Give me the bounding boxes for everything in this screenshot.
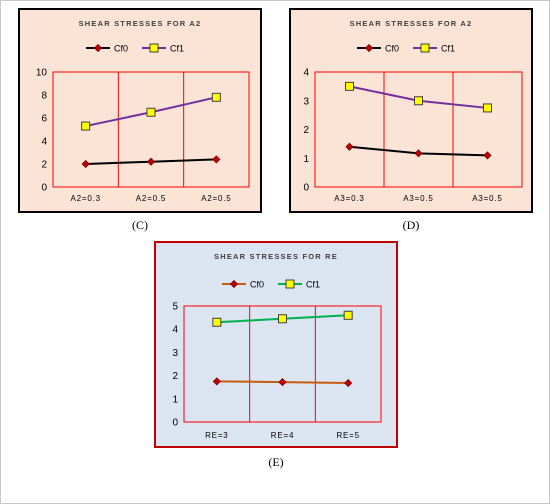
- y-tick-label: 4: [172, 325, 178, 336]
- caption-e: (E): [268, 455, 284, 469]
- chart-background: [289, 8, 533, 213]
- legend-marker-cf0: [364, 43, 374, 53]
- chart-background: [154, 241, 398, 448]
- y-tick-label: 0: [172, 418, 178, 429]
- chart-title: SHEAR STRESSES FOR A2: [79, 19, 202, 28]
- data-point-cf0: [146, 157, 156, 166]
- caption-c: (C): [132, 218, 148, 232]
- y-tick-label: 0: [303, 183, 309, 194]
- data-point-cf0: [483, 151, 492, 160]
- y-tick-label: 6: [41, 114, 47, 125]
- x-tick-label: A2=0.5: [136, 194, 166, 203]
- chart-panel-e: SHEAR STRESSES FOR RE Cf0 Cf1 0 1 2 3 4 5 RE=3 RE=…: [154, 241, 398, 448]
- y-tick-label: 1: [172, 394, 178, 405]
- y-tick-label: 1: [303, 154, 309, 165]
- data-point-cf0: [212, 377, 221, 386]
- x-tick-label: A3=0.3: [334, 194, 364, 203]
- y-tick-label: 2: [41, 160, 47, 171]
- data-point-cf1: [345, 81, 354, 91]
- legend-label-cf0: Cf0: [385, 44, 399, 54]
- data-point-cf1: [483, 103, 492, 113]
- data-point-cf0: [278, 378, 287, 387]
- data-point-cf0: [212, 155, 221, 164]
- plot-area: [52, 71, 250, 188]
- data-point-cf0: [414, 149, 423, 158]
- legend-label-cf0: Cf0: [114, 44, 128, 54]
- data-point-cf1: [211, 92, 221, 102]
- y-tick-label: 4: [41, 137, 47, 148]
- x-tick-label: RE=3: [205, 431, 228, 440]
- data-point-cf1: [278, 314, 287, 324]
- data-point-cf0: [345, 142, 354, 151]
- data-point-cf0: [344, 378, 353, 388]
- y-tick-label: 3: [172, 348, 178, 359]
- legend-marker-cf1: [420, 43, 430, 53]
- y-tick-label: 3: [303, 96, 309, 107]
- data-point-cf1: [212, 317, 222, 327]
- legend-label-cf1: Cf1: [306, 280, 320, 290]
- chart-background: [18, 8, 262, 213]
- y-tick-label: 2: [303, 125, 309, 136]
- chart-title: SHEAR STRESSES FOR A2: [350, 19, 473, 28]
- x-tick-label: A3=0.5: [403, 194, 433, 203]
- legend-marker-cf0: [229, 279, 239, 289]
- y-tick-label: 0: [41, 183, 47, 194]
- y-tick-label: 8: [41, 91, 47, 102]
- data-point-cf1: [81, 121, 91, 131]
- y-tick-label: 4: [303, 68, 309, 79]
- chart-c-svg: SHEAR STRESSES FOR A2 Cf0 Cf1 0 2 4 6 8 10 A2=0.3…: [18, 8, 262, 213]
- legend-marker-cf1: [285, 279, 295, 289]
- y-tick-label: 2: [172, 371, 178, 382]
- x-tick-label: A2=0.5: [201, 194, 231, 203]
- data-point-cf0: [81, 159, 90, 169]
- y-tick-label: 5: [172, 302, 178, 313]
- chart-d-svg: SHEAR STRESSES FOR A2 Cf0 Cf1 0 1 2 3 4 A3=0.3 A3…: [289, 8, 533, 213]
- legend-marker-cf1: [149, 43, 159, 53]
- x-tick-label: A2=0.3: [70, 194, 100, 203]
- plot-area: [314, 71, 523, 188]
- legend-label-cf0: Cf0: [250, 280, 264, 290]
- data-point-cf1: [343, 310, 353, 320]
- legend-marker-cf0: [93, 43, 103, 53]
- data-point-cf1: [414, 96, 423, 106]
- x-tick-label: A3=0.5: [472, 194, 502, 203]
- caption-d: (D): [402, 218, 420, 232]
- x-tick-label: RE=4: [271, 431, 294, 440]
- chart-panel-c: SHEAR STRESSES FOR A2 Cf0 Cf1 0 2 4 6 8 10 A2=0.3…: [18, 8, 262, 213]
- chart-panel-d: SHEAR STRESSES FOR A2 Cf0 Cf1 0 1 2 3 4 A3=0.3 A3…: [289, 8, 533, 213]
- legend-label-cf1: Cf1: [170, 44, 184, 54]
- chart-title: SHEAR STRESSES FOR RE: [214, 252, 338, 261]
- plot-area: [183, 305, 382, 423]
- x-tick-label: RE=5: [336, 431, 359, 440]
- legend-label-cf1: Cf1: [441, 44, 455, 54]
- chart-e-svg: SHEAR STRESSES FOR RE Cf0 Cf1 0 1 2 3 4 5 RE=3 RE=…: [154, 241, 398, 448]
- y-tick-label: 10: [36, 68, 48, 79]
- data-point-cf1: [146, 107, 156, 117]
